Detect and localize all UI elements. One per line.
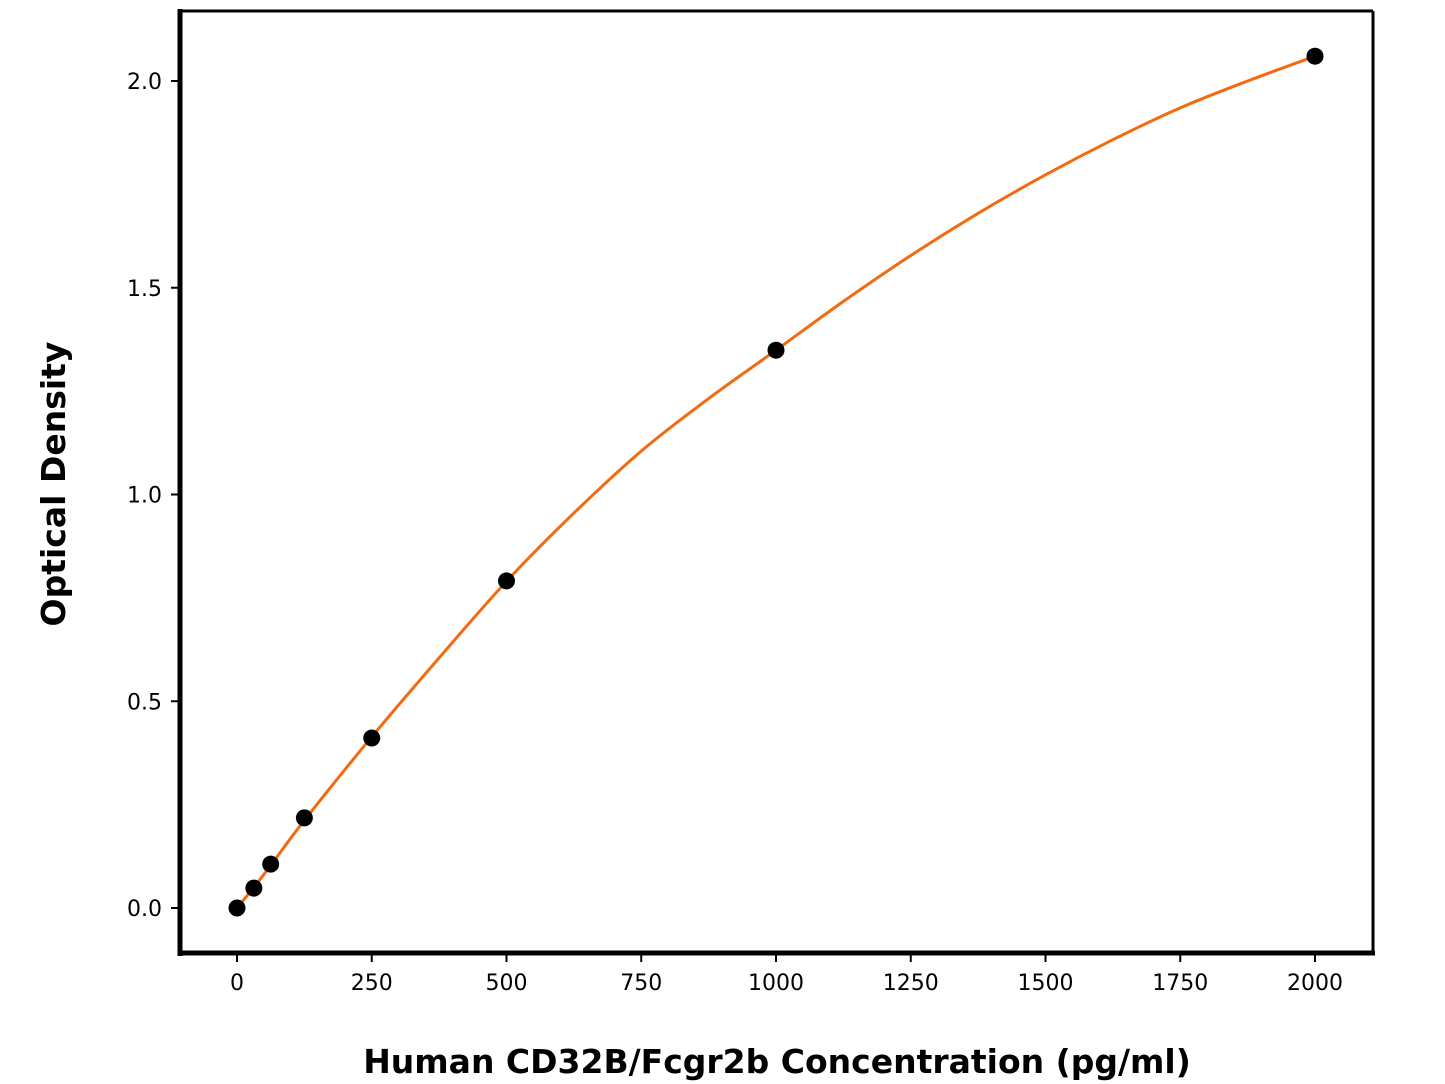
x-tick-label: 1500 <box>1018 971 1074 996</box>
x-tick-label: 500 <box>486 971 528 996</box>
data-point <box>262 855 280 873</box>
data-point <box>498 572 515 590</box>
data-points <box>228 47 1324 917</box>
data-point <box>295 809 313 827</box>
y-axis-ticks: 0.0 0.5 1.0 1.5 2.0 <box>127 70 178 922</box>
data-point <box>228 899 246 917</box>
x-tick-label: 1000 <box>748 971 804 996</box>
x-tick-label: 0 <box>230 971 244 996</box>
y-tick-label: 0.5 <box>127 690 162 715</box>
y-tick-label: 0.0 <box>127 897 162 922</box>
y-axis-title: Optical Density <box>34 342 73 627</box>
y-tick-label: 2.0 <box>127 70 162 95</box>
x-tick-label: 1750 <box>1152 971 1208 996</box>
data-point <box>1306 47 1324 65</box>
fitted-curve-line <box>235 54 1316 909</box>
y-tick-label: 1.0 <box>127 484 162 509</box>
x-tick-label: 2000 <box>1287 971 1343 996</box>
data-point <box>767 341 785 359</box>
x-axis-title: Human CD32B/Fcgr2b Concentration (pg/ml) <box>363 1042 1191 1081</box>
data-point <box>245 879 263 897</box>
x-tick-label: 750 <box>620 971 662 996</box>
y-tick-label: 1.5 <box>127 277 162 302</box>
x-axis-ticks: 0 250 500 750 1000 1250 1500 1750 2000 <box>230 955 1343 996</box>
x-tick-label: 250 <box>351 971 393 996</box>
data-point <box>363 729 381 747</box>
plot-area <box>228 47 1324 917</box>
x-tick-label: 1250 <box>883 971 939 996</box>
